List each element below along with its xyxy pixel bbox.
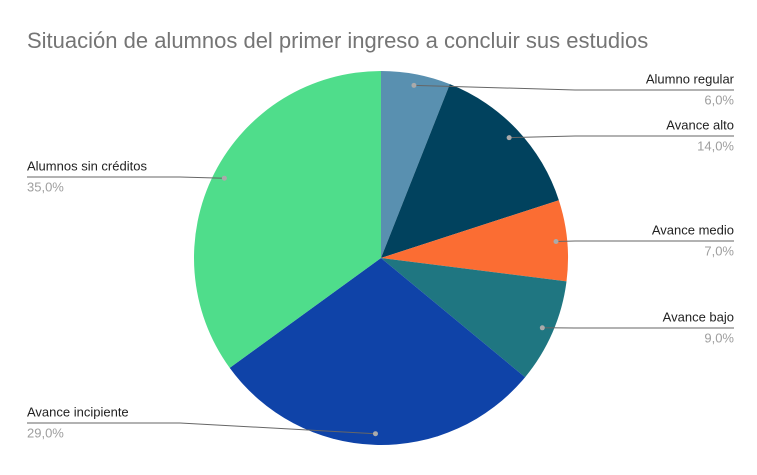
- leader-line: [413, 84, 734, 91]
- leader-line: [509, 135, 734, 139]
- leader-dot: [506, 135, 512, 141]
- leader-dot: [372, 431, 378, 437]
- slice-value: 9,0%: [704, 330, 734, 345]
- leader-dot: [221, 175, 227, 181]
- slice-label: Avance medio: [652, 222, 734, 237]
- leader-dot: [553, 238, 559, 244]
- pie-slice: [381, 84, 559, 258]
- pie-slice: [381, 258, 567, 378]
- slice-label: Alumnos sin créditos: [27, 158, 147, 173]
- pie-slice: [229, 258, 526, 445]
- slice-label: Avance incipiente: [27, 404, 129, 419]
- leader-line: [27, 422, 376, 435]
- slice-value: 35,0%: [27, 179, 64, 194]
- slice-value: 29,0%: [27, 425, 64, 440]
- slice-value: 14,0%: [697, 138, 734, 153]
- pie-slice: [381, 200, 569, 282]
- leader-line: [27, 176, 225, 179]
- slice-label: Alumno regular: [646, 71, 735, 86]
- leader-dot: [411, 82, 417, 88]
- leader-dot: [539, 325, 545, 331]
- chart-title: Situación de alumnos del primer ingreso …: [27, 28, 648, 53]
- pie-slice: [194, 71, 381, 368]
- slice-value: 6,0%: [704, 92, 734, 107]
- pie-slice: [381, 71, 450, 258]
- slice-label: Avance alto: [666, 117, 734, 132]
- slice-label: Avance bajo: [663, 309, 734, 324]
- slice-value: 7,0%: [704, 243, 734, 258]
